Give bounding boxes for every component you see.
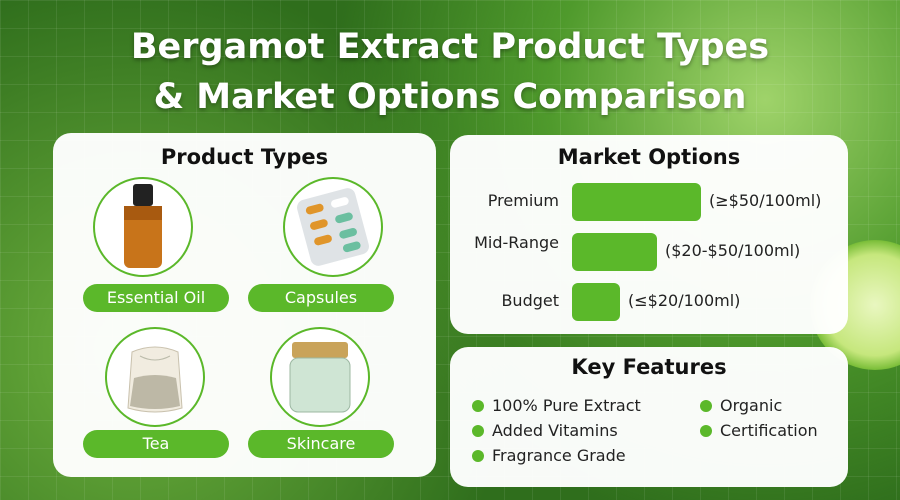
market-options-card: Market Options Premium (≥$50/100ml) Mid-…	[450, 135, 848, 334]
bullet-icon	[472, 450, 484, 462]
bullet-icon	[472, 400, 484, 412]
tier-label: Budget	[501, 291, 559, 310]
market-tier-mid-range: Mid-Range ($20-$50/100ml)	[450, 233, 848, 271]
tier-label: Mid-Range	[474, 233, 559, 252]
bullet-icon	[700, 400, 712, 412]
feature-item: Certification	[700, 421, 818, 440]
tier-bar	[572, 183, 701, 221]
tier-range: (≤$20/100ml)	[628, 291, 741, 310]
tier-range: ($20-$50/100ml)	[665, 241, 801, 260]
essential-oil-bottle-icon	[93, 177, 193, 277]
market-tier-budget: Budget (≤$20/100ml)	[450, 283, 848, 321]
capsule-blister-icon	[283, 177, 383, 277]
cream-jar-icon	[270, 327, 370, 427]
key-features-card: Key Features 100% Pure Extract Added Vit…	[450, 347, 848, 487]
tier-bar	[572, 283, 620, 321]
tea-label: Tea	[83, 430, 229, 458]
feature-item: Organic	[700, 396, 782, 415]
feature-text: Organic	[720, 396, 783, 415]
tea-bag-icon	[105, 327, 205, 427]
feature-text: 100% Pure Extract	[492, 396, 641, 415]
bullet-icon	[472, 425, 484, 437]
feature-text: Fragrance Grade	[492, 446, 626, 465]
feature-item: 100% Pure Extract	[472, 396, 641, 415]
feature-text: Added Vitamins	[492, 421, 618, 440]
product-types-card: Product Types Essential Oil Capsules Tea…	[53, 133, 436, 477]
tier-label: Premium	[487, 191, 559, 210]
essential-oil-label: Essential Oil	[83, 284, 229, 312]
title-line-2: & Market Options Comparison	[153, 77, 747, 117]
feature-text: Certification	[720, 421, 818, 440]
tier-bar	[572, 233, 657, 271]
title-line-1: Bergamot Extract Product Types	[130, 27, 770, 67]
bullet-icon	[700, 425, 712, 437]
feature-item: Fragrance Grade	[472, 446, 626, 465]
page-title: Bergamot Extract Product Types & Market …	[0, 22, 900, 122]
skincare-label: Skincare	[248, 430, 394, 458]
product-types-heading: Product Types	[160, 145, 329, 169]
capsules-label: Capsules	[248, 284, 394, 312]
feature-item: Added Vitamins	[472, 421, 618, 440]
market-options-heading: Market Options	[557, 145, 741, 169]
key-features-heading: Key Features	[571, 355, 727, 379]
market-tier-premium: Premium (≥$50/100ml)	[450, 183, 848, 221]
tier-range: (≥$50/100ml)	[709, 191, 822, 210]
